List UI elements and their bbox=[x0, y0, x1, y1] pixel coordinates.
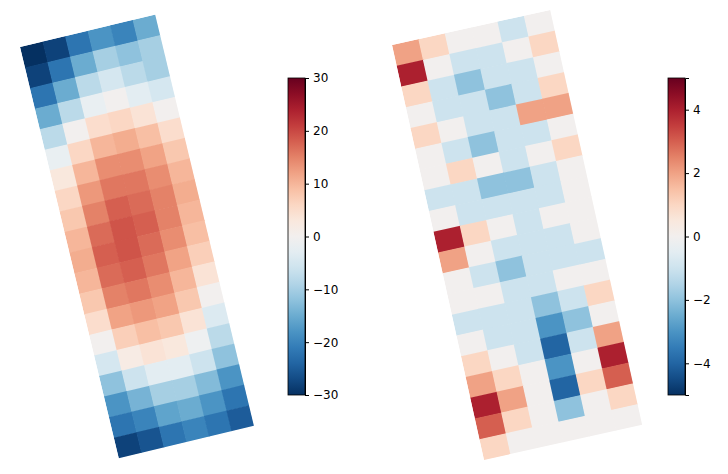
colorbar-axis-line bbox=[686, 79, 690, 396]
colorbar bbox=[668, 78, 685, 395]
tick-mark bbox=[685, 237, 689, 238]
tick-mark bbox=[305, 237, 309, 238]
tick-label: −10 bbox=[313, 283, 338, 297]
tick-label: 10 bbox=[313, 177, 328, 191]
colorbar bbox=[288, 78, 305, 395]
colorbar-tick: −4 bbox=[685, 357, 711, 371]
colorbar-tick: 20 bbox=[305, 124, 328, 138]
heatmap-cell bbox=[558, 416, 590, 443]
tick-mark bbox=[305, 289, 309, 290]
raster-panel bbox=[392, 10, 643, 461]
colorbar-axis: −4 −2 0 2 4 bbox=[685, 79, 711, 396]
heatmap-cell bbox=[532, 422, 564, 449]
raster-cells bbox=[392, 10, 642, 460]
colorbar-axis-line bbox=[306, 79, 310, 396]
tick-mark bbox=[305, 395, 309, 396]
tick-label: 0 bbox=[313, 230, 321, 244]
tick-mark bbox=[305, 78, 309, 79]
colorbar-tick: 0 bbox=[305, 230, 321, 244]
heatmap-cell bbox=[506, 427, 538, 454]
tick-label: −4 bbox=[693, 357, 711, 371]
tick-mark bbox=[305, 184, 309, 185]
tick-label: 20 bbox=[313, 124, 328, 138]
tick-label: 2 bbox=[693, 166, 701, 180]
tick-mark bbox=[685, 363, 689, 364]
colorbar-tick: 30 bbox=[305, 71, 328, 85]
tick-label: −2 bbox=[693, 293, 711, 307]
tick-label: 0 bbox=[693, 230, 701, 244]
colorbar-tick: −2 bbox=[685, 293, 711, 307]
raster-panel bbox=[20, 14, 255, 458]
colorbar-tick: −30 bbox=[305, 388, 338, 402]
colorbar-tick: 10 bbox=[305, 177, 328, 191]
tick-mark bbox=[305, 131, 309, 132]
tick-label: −30 bbox=[313, 388, 338, 402]
tick-label: −20 bbox=[313, 336, 338, 350]
tick-mark bbox=[685, 173, 689, 174]
colorbar-tick: −20 bbox=[305, 336, 338, 350]
tick-mark bbox=[685, 110, 689, 111]
colorbar-tick: 2 bbox=[685, 166, 701, 180]
heatmap-cell bbox=[585, 410, 617, 437]
colorbar-tick: 0 bbox=[685, 230, 701, 244]
colorbar-tick: −10 bbox=[305, 283, 338, 297]
heatmap-cell bbox=[611, 404, 642, 431]
colorbar-axis: −30 −20 −10 0 10 20 30 bbox=[305, 71, 338, 402]
tick-mark bbox=[305, 342, 309, 343]
figure: −30−20−100102030−4−2024 bbox=[0, 0, 728, 474]
tick-label: 30 bbox=[313, 71, 328, 85]
heatmap-cell bbox=[226, 405, 253, 432]
tick-label: 4 bbox=[693, 103, 701, 117]
tick-mark bbox=[685, 300, 689, 301]
raster-cells bbox=[20, 15, 254, 459]
heatmap-cell bbox=[479, 433, 511, 460]
colorbar-tick: 4 bbox=[685, 103, 701, 117]
